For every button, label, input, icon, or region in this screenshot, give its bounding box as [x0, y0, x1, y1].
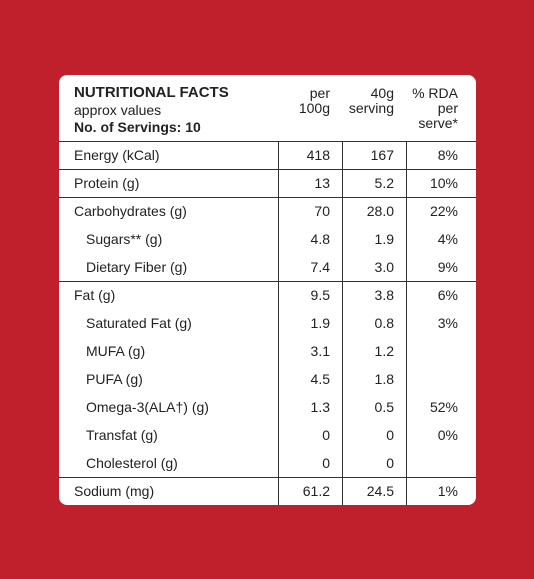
- row-label: Cholesterol (g): [86, 455, 178, 471]
- rule: [59, 169, 476, 170]
- row-label: Omega-3(ALA†) (g): [86, 399, 209, 415]
- row-label: Energy (kCal): [74, 147, 160, 163]
- nutrition-card: NUTRITIONAL FACTS approx values No. of S…: [59, 75, 476, 505]
- cell: 1.9: [310, 315, 330, 331]
- cell: 61.2: [302, 483, 330, 499]
- cell: 1.2: [374, 343, 394, 359]
- cell: 5.2: [374, 175, 394, 191]
- row-label: Saturated Fat (g): [86, 315, 192, 331]
- rule: [59, 197, 476, 198]
- cell: 0.8: [374, 315, 394, 331]
- rule: [59, 281, 476, 282]
- cell: 0%: [437, 427, 458, 443]
- servings: No. of Servings: 10: [74, 119, 201, 135]
- cell: 3.8: [374, 287, 394, 303]
- column-rule: [342, 141, 343, 505]
- row-label: Sodium (mg): [74, 483, 155, 499]
- row-label: PUFA (g): [86, 371, 143, 387]
- row-label: Protein (g): [74, 175, 140, 191]
- column-header: serve*: [418, 115, 458, 131]
- rule: [59, 141, 476, 142]
- column-rule: [406, 141, 407, 505]
- cell: 0: [386, 455, 394, 471]
- cell: 0: [322, 455, 330, 471]
- cell: 22%: [429, 203, 458, 219]
- cell: 1.3: [310, 399, 330, 415]
- cell: 3.1: [310, 343, 330, 359]
- subtitle: approx values: [74, 102, 162, 118]
- cell: 1%: [437, 483, 458, 499]
- row-label: Carbohydrates (g): [74, 203, 187, 219]
- cell: 0: [386, 427, 394, 443]
- cell: 13: [314, 175, 330, 191]
- row-label: Transfat (g): [86, 427, 158, 443]
- cell: 418: [306, 147, 330, 163]
- row-label: Dietary Fiber (g): [86, 259, 188, 275]
- cell: 6%: [437, 287, 458, 303]
- cell: 3.0: [374, 259, 394, 275]
- column-header: per: [437, 100, 458, 116]
- row-label: MUFA (g): [86, 343, 146, 359]
- column-header: 100g: [298, 100, 330, 116]
- cell: 1.8: [374, 371, 394, 387]
- cell: 24.5: [366, 483, 394, 499]
- column-header: 40g: [370, 85, 394, 101]
- column-header: per: [309, 85, 330, 101]
- title: NUTRITIONAL FACTS: [74, 84, 229, 101]
- cell: 4.5: [310, 371, 330, 387]
- column-rule: [278, 141, 279, 505]
- row-label: Fat (g): [74, 287, 116, 303]
- rule: [59, 477, 476, 478]
- cell: 9.5: [310, 287, 330, 303]
- cell: 8%: [437, 147, 458, 163]
- cell: 70: [314, 203, 330, 219]
- cell: 52%: [429, 399, 458, 415]
- column-header: % RDA: [412, 85, 458, 101]
- cell: 4.8: [310, 231, 330, 247]
- cell: 0: [322, 427, 330, 443]
- row-label: Sugars** (g): [86, 231, 163, 247]
- cell: 10%: [429, 175, 458, 191]
- cell: 1.9: [374, 231, 394, 247]
- cell: 4%: [437, 231, 458, 247]
- cell: 0.5: [374, 399, 394, 415]
- cell: 9%: [437, 259, 458, 275]
- cell: 28.0: [366, 203, 394, 219]
- cell: 3%: [437, 315, 458, 331]
- cell: 167: [370, 147, 394, 163]
- column-header: serving: [348, 100, 394, 116]
- cell: 7.4: [310, 259, 330, 275]
